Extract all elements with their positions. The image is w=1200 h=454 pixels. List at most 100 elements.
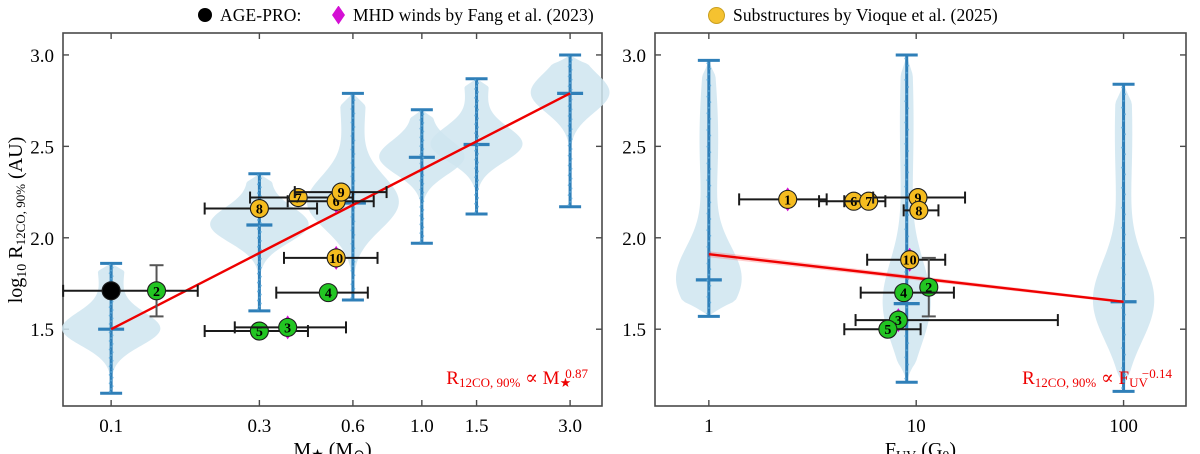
violin-sample-dot [258,242,261,245]
violin-sample-dot [259,239,262,242]
violin-sample-dot [474,79,477,82]
violin-sample-dot [108,356,111,359]
violin-sample-dot [353,126,356,129]
y-tick-label: 2.0 [622,229,646,250]
violin-sample-dot [420,211,423,214]
violin-sample-dot [474,123,477,126]
violin-sample-dot [111,317,114,320]
violin-sample-dot [110,311,113,314]
violin-sample-dot [569,200,572,203]
violin-sample-dot [422,139,425,142]
violin-sample-dot [706,245,709,248]
violin-sample-dot [907,192,910,195]
y-tick-label: 2.5 [622,137,646,158]
violin-sample-dot [1121,126,1124,129]
violin-sample-dot [1122,200,1125,203]
violin-sample-dot [707,240,710,243]
violin-sample-dot [570,78,573,81]
violin-sample-dot [567,204,570,207]
violin-sample-dot [476,90,479,93]
violin-sample-dot [422,217,425,220]
y-tick-label: 2.5 [30,137,54,158]
violin-sample-dot [475,164,478,167]
violin-sample-dot [706,128,709,131]
data-point-1: 1 [738,187,828,212]
point-marker [878,319,898,339]
violin-sample-dot [1123,273,1126,276]
violin-sample-dot [258,189,261,192]
violin-sample-dot [1121,387,1124,390]
violin-sample-dot [475,173,478,176]
violin-sample-dot [351,130,354,133]
violin-sample-dot [259,248,262,251]
violin-sample-dot [108,382,111,385]
violin-sample-dot [256,245,259,248]
violin-sample-dot [709,134,712,137]
x-tick-label: 3.0 [558,416,582,437]
violin-sample-dot [258,260,261,263]
violin-sample-dot [1122,220,1125,223]
violin-sample-dot [904,228,907,231]
violin-sample-dot [351,143,354,146]
point-number-label: 8 [915,204,922,219]
violin-sample-dot [567,55,570,58]
violin-sample-dot [419,197,422,200]
violin-sample-dot [351,278,354,281]
violin-sample-dot [476,108,479,111]
violin-sample-dot [569,151,572,154]
violin-sample-dot [111,359,114,362]
violin-sample-dot [108,339,111,342]
violin-sample-dot [258,287,261,290]
violin-sample-dot [419,118,422,121]
point-marker [331,182,351,202]
violin-sample-dot [569,62,572,65]
point-marker [101,281,121,301]
violin-sample-dot [1121,86,1124,89]
fit-line [708,253,1124,303]
violin-sample-dot [569,111,572,114]
violin-sample-dot [570,177,573,180]
point-number-label: 4 [325,287,332,302]
violin-sample-dot [569,190,572,193]
violin-sample-dot [259,221,262,224]
x-tick-label: 0.3 [248,416,272,437]
violin-sample-dot [351,170,354,173]
violin-sample-dot [904,377,907,380]
violin-sample-dot [904,78,907,81]
violin-sample-dot [907,128,910,131]
violin-sample-dot [350,175,353,178]
violin-sample-dot [259,177,262,180]
violin-sample-dot [707,73,710,76]
violin-sample-dot [353,166,356,169]
violin-sample-dot [350,229,353,232]
violin-sample-dot [1123,373,1126,376]
violin-sample-dot [1121,326,1124,329]
data-point-8: 8 [902,200,940,220]
data-point-5: 5 [843,319,922,339]
violin-sample-dot [474,96,477,99]
point-number-label: 2 [153,285,160,300]
violin-sample-dot [351,224,354,227]
violin-sample-dot [419,205,422,208]
violin-sample-dot [709,167,712,170]
violin-sample-dot [907,64,910,67]
violin-sample-dot [570,157,573,160]
violin-sample-dot [351,103,354,106]
violin-sample-dot [709,201,712,204]
legend-item-mhd: MHD winds by Fang et al. (2023) [332,0,594,30]
violin-sample-dot [474,88,477,91]
point-number-label: 7 [295,192,302,207]
violin-sample-dot [258,224,261,227]
violin-sample-dot [707,173,710,176]
violin-sample-dot [904,164,907,167]
violin-sample-dot [422,130,425,133]
violin-sample-dot [904,100,907,103]
violin-sample-dot [474,176,477,179]
violin-sample-dot [1122,380,1125,383]
point-number-label: 4 [900,287,907,302]
violin-sample-dot [707,156,710,159]
violin-sample-dot [422,235,425,238]
y-tick-label: 3.0 [30,46,54,67]
violin-sample-dot [108,323,111,326]
